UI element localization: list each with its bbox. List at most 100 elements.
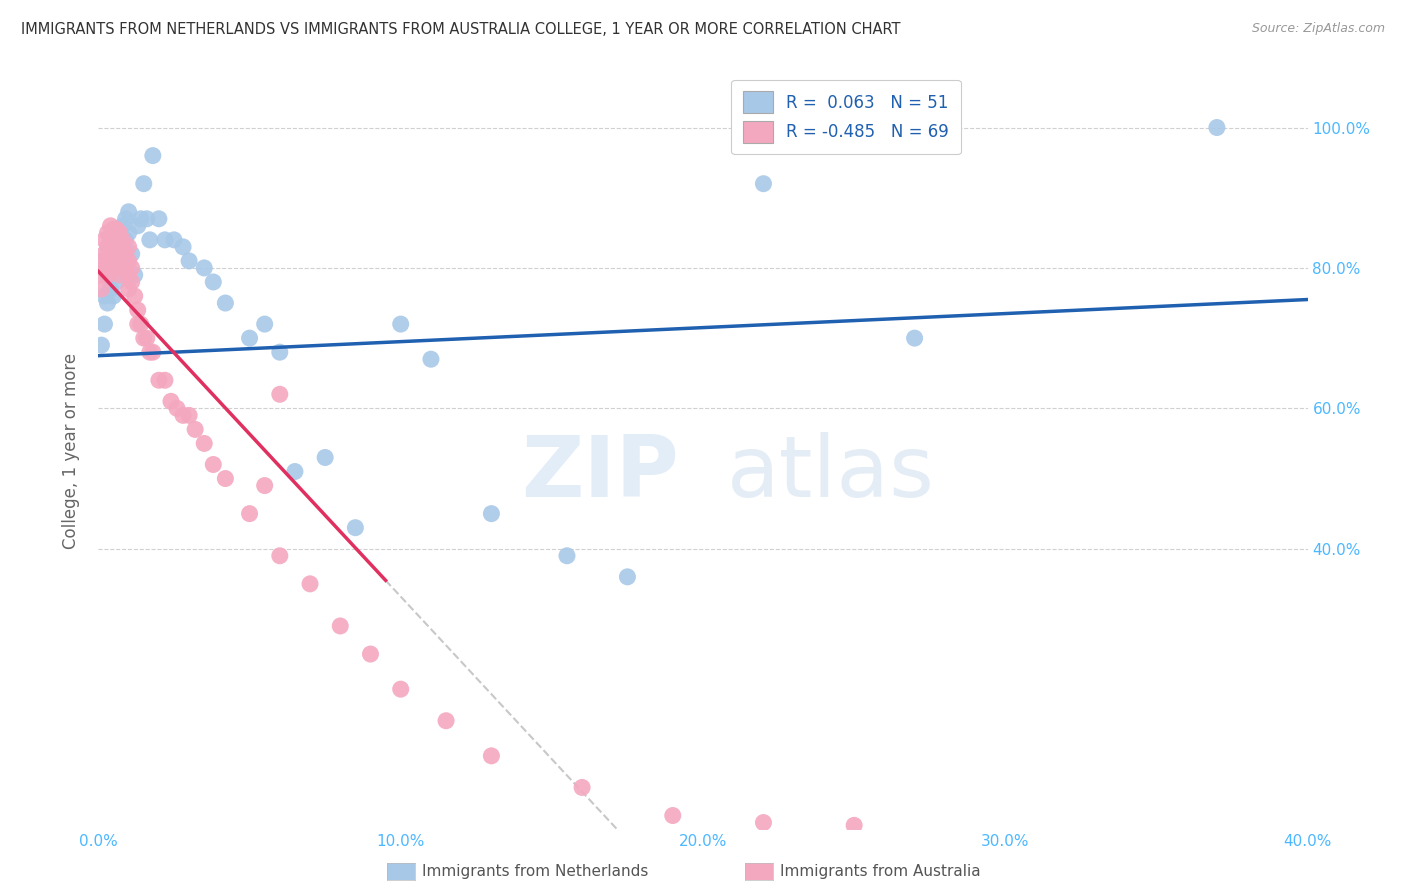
Point (142, 148, 165, 162)
Point (160, 394, 183, 409)
Text: ZIP: ZIP (522, 432, 679, 515)
Point (108, 226, 131, 240)
Point (93, 289, 115, 303)
Point (114, 247, 136, 261)
Point (193, 436, 215, 450)
Point (153, 233, 176, 247)
Point (105, 247, 128, 261)
Point (202, 275, 225, 289)
Point (132, 331, 155, 345)
Point (163, 233, 186, 247)
Point (96, 254, 118, 268)
Point (103, 233, 125, 247)
Point (269, 345, 291, 359)
Point (1206, 120, 1229, 135)
Point (105, 260, 128, 275)
Point (96, 268, 118, 282)
Point (111, 240, 134, 254)
Point (142, 345, 165, 359)
Point (344, 521, 367, 535)
Point (100, 219, 122, 233)
Point (118, 282, 141, 296)
Point (127, 219, 149, 233)
Text: IMMIGRANTS FROM NETHERLANDS VS IMMIGRANTS FROM AUSTRALIA COLLEGE, 1 YEAR OR MORE: IMMIGRANTS FROM NETHERLANDS VS IMMIGRANT… (21, 22, 901, 37)
Point (253, 317, 276, 331)
Point (135, 211, 157, 226)
Point (127, 317, 149, 331)
Point (239, 331, 262, 345)
Point (148, 373, 170, 387)
Point (103, 247, 125, 261)
Point (132, 177, 155, 191)
Point (481, 507, 503, 521)
Point (118, 226, 141, 240)
Point (108, 247, 131, 261)
Point (96, 226, 118, 240)
Point (93, 233, 115, 247)
Point (314, 450, 336, 465)
Point (299, 577, 322, 591)
Point (166, 401, 188, 416)
Point (555, 549, 578, 563)
Point (121, 275, 143, 289)
Point (103, 222, 125, 236)
Point (114, 233, 136, 247)
Point (118, 240, 141, 254)
Point (118, 204, 141, 219)
Point (214, 296, 236, 310)
Point (172, 240, 194, 254)
Point (121, 260, 143, 275)
Point (844, 818, 866, 832)
Point (90, 282, 112, 296)
Point (93, 317, 115, 331)
Point (96, 240, 118, 254)
Point (202, 458, 225, 472)
Point (93, 260, 115, 275)
Text: Immigrants from Netherlands: Immigrants from Netherlands (422, 864, 648, 879)
Point (129, 211, 152, 226)
Point (616, 570, 638, 584)
Point (179, 254, 201, 268)
Point (103, 260, 125, 275)
Point (108, 254, 131, 268)
Point (90, 254, 112, 268)
Point (100, 247, 122, 261)
Point (904, 331, 927, 345)
Point (571, 780, 593, 795)
Point (752, 177, 775, 191)
Point (179, 409, 201, 423)
Point (124, 289, 146, 303)
Point (434, 714, 457, 728)
Point (108, 268, 131, 282)
Point (118, 268, 141, 282)
Point (239, 507, 262, 521)
Point (105, 233, 128, 247)
Point (121, 247, 143, 261)
Point (100, 260, 122, 275)
Point (127, 303, 149, 318)
Point (129, 317, 152, 331)
Point (752, 815, 775, 830)
Point (124, 268, 146, 282)
Point (153, 373, 176, 387)
Point (105, 254, 128, 268)
Point (111, 219, 134, 233)
Point (103, 240, 125, 254)
Point (103, 289, 125, 303)
Point (139, 233, 162, 247)
Point (114, 260, 136, 275)
Point (184, 422, 207, 436)
Point (100, 233, 122, 247)
Point (108, 240, 131, 254)
Point (108, 226, 131, 240)
Point (360, 647, 382, 661)
Point (111, 247, 134, 261)
Legend: R =  0.063   N = 51, R = -0.485   N = 69: R = 0.063 N = 51, R = -0.485 N = 69 (731, 79, 960, 154)
Text: Immigrants from Australia: Immigrants from Australia (780, 864, 981, 879)
Point (420, 352, 443, 367)
Point (389, 682, 412, 697)
Text: atlas: atlas (727, 432, 935, 515)
Point (148, 211, 170, 226)
Y-axis label: College, 1 year or more: College, 1 year or more (62, 352, 80, 549)
Point (90, 268, 112, 282)
